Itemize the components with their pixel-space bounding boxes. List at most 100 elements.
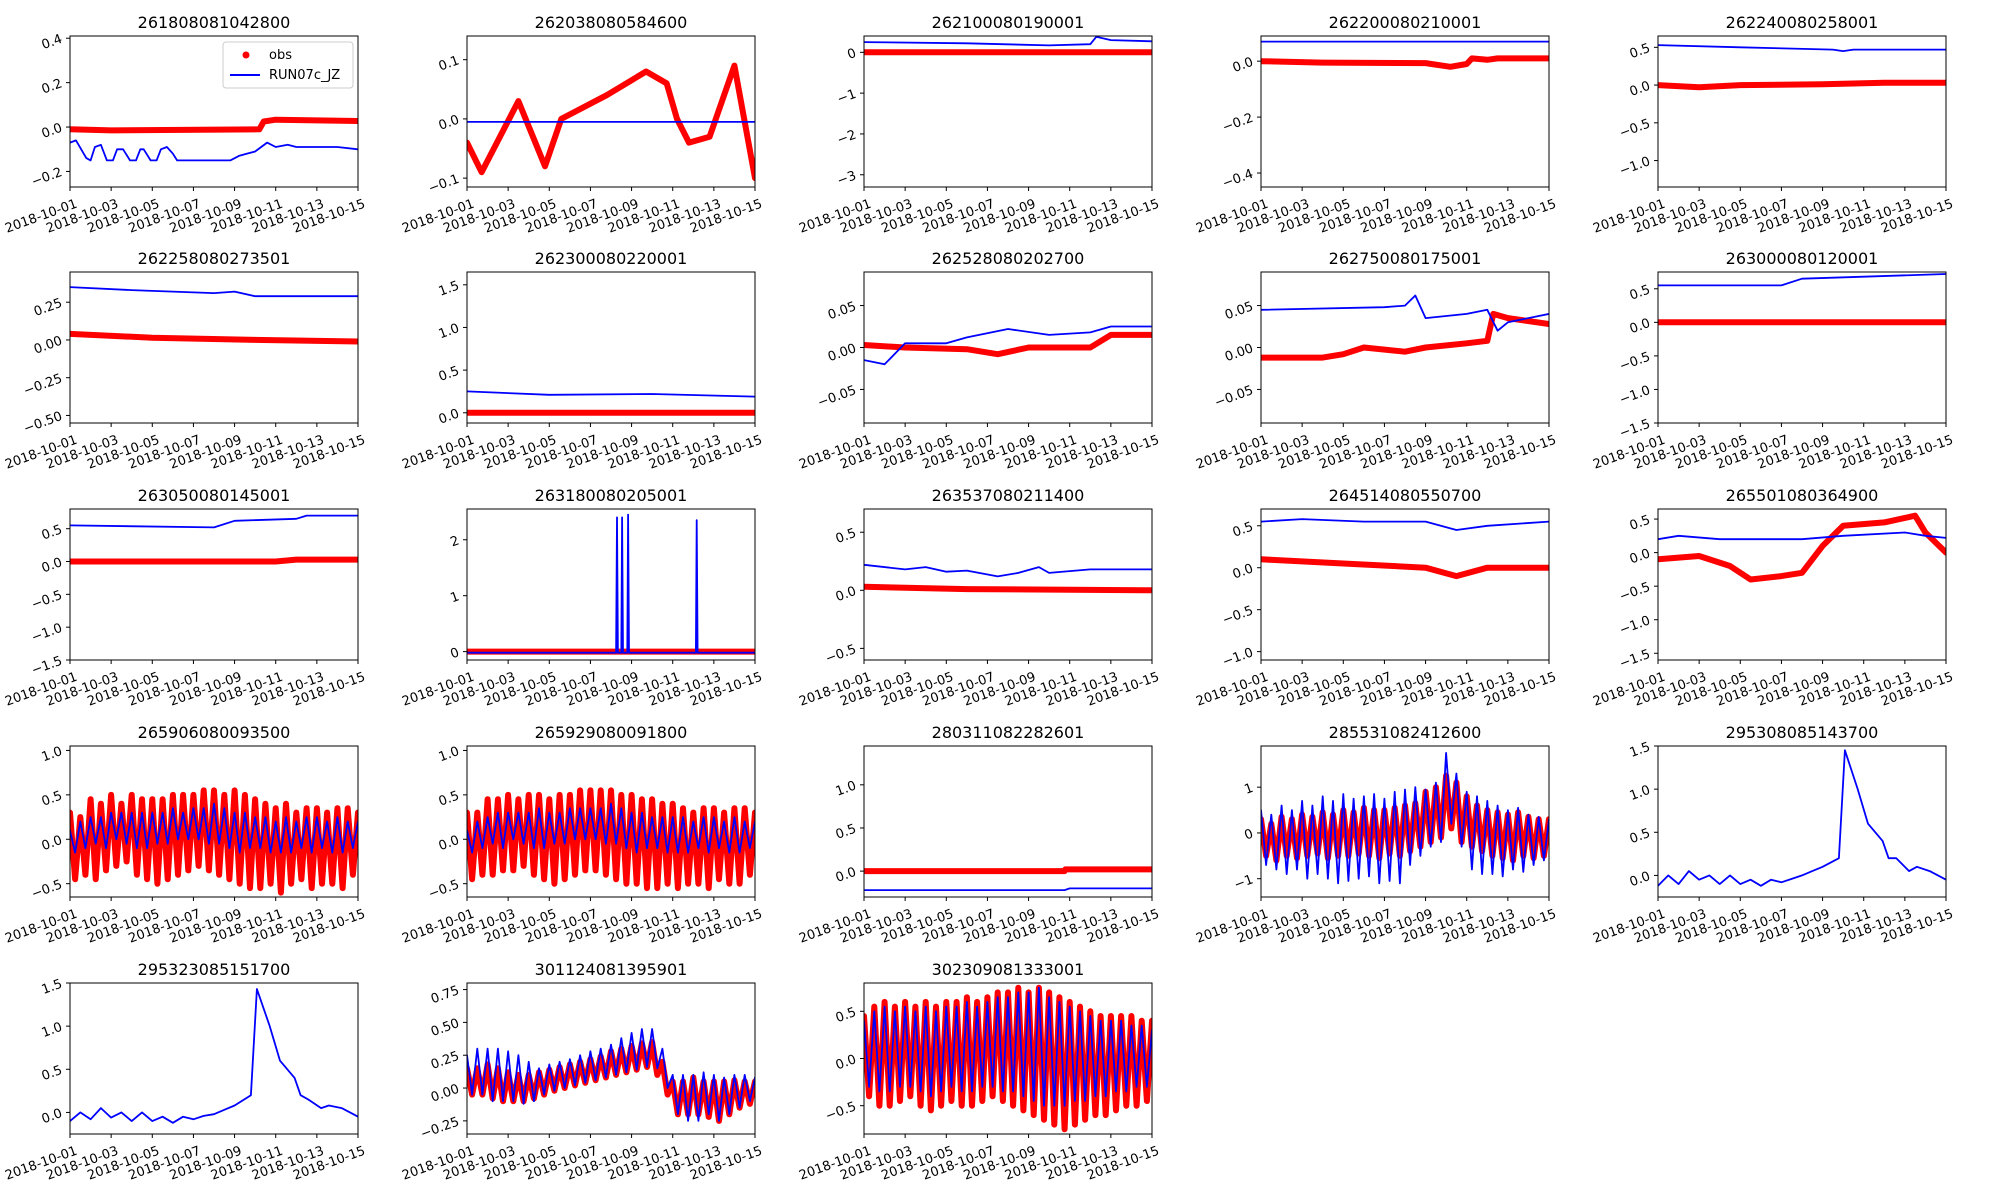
y-tick-label: −0.1	[427, 172, 462, 197]
model-series-line	[70, 802, 358, 854]
axes-frame	[863, 35, 1153, 188]
axes-frame	[466, 508, 756, 661]
subplot-title: 263537080211400	[932, 486, 1085, 505]
obs-series-line	[467, 62, 755, 182]
subplot-265906080093500: 265906080093500−0.50.00.51.02018-10-0120…	[3, 723, 367, 947]
y-tick-label: −0.5	[30, 877, 65, 902]
model-series-line	[1658, 273, 1946, 287]
subplot-title: 302309081333001	[932, 960, 1085, 979]
legend: obs RUN07c_JZ	[222, 41, 354, 89]
y-tick-label: −1	[1232, 872, 1255, 893]
y-tick-label: 2	[448, 533, 461, 550]
legend-model-label: RUN07c_JZ	[269, 68, 340, 83]
y-tick-label: −0.25	[22, 371, 65, 399]
model-series-line	[864, 36, 1152, 47]
y-tick-label: 1.0	[1628, 783, 1653, 804]
subplot-262240080258001: 262240080258001−1.0−0.50.00.52018-10-012…	[1591, 13, 1955, 237]
obs-series-line	[864, 331, 1152, 358]
subplot-301124081395901: 301124081395901−0.250.000.250.500.752018…	[400, 960, 764, 1184]
y-tick-label: −3	[835, 168, 858, 189]
axes-frame	[466, 271, 756, 424]
y-tick-label: 1.0	[437, 321, 462, 342]
axes-frame	[69, 982, 359, 1135]
subplot-title: 262750080175001	[1329, 249, 1482, 268]
model-series-line	[1658, 749, 1946, 887]
obs-series-line	[1658, 512, 1946, 583]
y-tick-label: −1.0	[30, 621, 65, 646]
y-tick-label: 0.00	[1223, 341, 1255, 365]
y-tick-label: 0.0	[1628, 316, 1653, 337]
plot-area	[467, 509, 755, 660]
y-tick-label: 0.0	[40, 1106, 65, 1127]
y-tick-label: −0.5	[1221, 603, 1256, 628]
obs-series-line	[1261, 55, 1549, 70]
y-tick-label: 0.0	[437, 833, 462, 854]
obs-series-line	[70, 556, 358, 565]
model-series-line	[1658, 44, 1946, 52]
y-tick-label: 0.5	[834, 1005, 859, 1026]
plot-area	[70, 272, 358, 423]
y-tick-label: 0.05	[826, 299, 858, 323]
y-tick-label: 0.5	[1628, 826, 1653, 847]
subplot-title: 285531082412600	[1329, 723, 1482, 742]
y-tick-label: 0.25	[429, 1049, 461, 1073]
axes-frame	[1657, 35, 1947, 188]
y-tick-label: 1	[448, 589, 461, 606]
plot-area	[1658, 509, 1946, 660]
subplot-title: 262200080210001	[1329, 13, 1482, 32]
y-tick-label: 0.25	[32, 296, 64, 320]
axes-frame	[466, 982, 756, 1135]
subplot-263180080205001: 2631800802050010122018-10-012018-10-0320…	[400, 486, 764, 710]
axes-frame	[1260, 35, 1550, 188]
axes-frame	[1657, 745, 1947, 898]
y-tick-label: 0.5	[40, 789, 65, 810]
y-tick-label: −0.5	[824, 642, 859, 667]
y-tick-label: −1.0	[1618, 613, 1653, 638]
subplot-title: 265906080093500	[138, 723, 291, 742]
y-tick-label: −0.5	[30, 588, 65, 613]
plot-area	[864, 509, 1152, 660]
subplot-title: 262258080273501	[138, 249, 291, 268]
y-tick-label: −2	[835, 128, 858, 149]
y-tick-label: 0.0	[437, 113, 462, 134]
plot-area	[1261, 509, 1549, 660]
y-tick-label: −1.0	[1221, 645, 1256, 670]
axes-frame	[1260, 745, 1550, 898]
y-tick-label: 1	[1242, 781, 1255, 798]
plot-area	[1658, 272, 1946, 423]
axes-frame	[69, 271, 359, 424]
y-tick-label: 0.5	[1628, 41, 1653, 62]
y-tick-label: 0.0	[1628, 79, 1653, 100]
axes-frame	[466, 745, 756, 898]
subplot-title: 263050080145001	[138, 486, 291, 505]
y-tick-label: −0.5	[1618, 580, 1653, 605]
subplot-262258080273501: 262258080273501−0.50−0.250.000.252018-10…	[3, 249, 367, 473]
subplot-title: 265501080364900	[1726, 486, 1879, 505]
y-tick-label: −1	[835, 87, 858, 108]
plot-area	[467, 272, 755, 423]
plot-area	[1261, 272, 1549, 423]
model-series-line	[1261, 518, 1549, 531]
subplot-262750080175001: 262750080175001−0.050.000.052018-10-0120…	[1194, 249, 1558, 473]
subplot-title: 265929080091800	[535, 723, 688, 742]
subplot-title: 263180080205001	[535, 486, 688, 505]
y-tick-label: 0.5	[437, 364, 462, 385]
subplot-302309081333001: 302309081333001−0.50.00.52018-10-012018-…	[797, 960, 1161, 1184]
y-tick-label: 0.5	[834, 822, 859, 843]
model-series-line	[467, 1028, 755, 1122]
subplot-280311082282601: 2803110822826010.00.51.02018-10-012018-1…	[797, 723, 1161, 947]
obs-series-line	[70, 787, 358, 896]
subplot-title: 261808081042800	[138, 13, 291, 32]
subplot-title: 262240080258001	[1726, 13, 1879, 32]
y-tick-label: 0	[448, 645, 461, 662]
y-tick-label: 0.5	[834, 526, 859, 547]
y-tick-label: −0.5	[1618, 116, 1653, 141]
model-series-line	[467, 390, 755, 398]
model-series-line	[70, 988, 358, 1124]
y-tick-label: 0.5	[1628, 513, 1653, 534]
legend-obs-label: obs	[269, 48, 292, 63]
subplot-title: 262038080584600	[535, 13, 688, 32]
y-tick-label: −1.0	[1618, 154, 1653, 179]
model-series-line	[864, 325, 1152, 366]
